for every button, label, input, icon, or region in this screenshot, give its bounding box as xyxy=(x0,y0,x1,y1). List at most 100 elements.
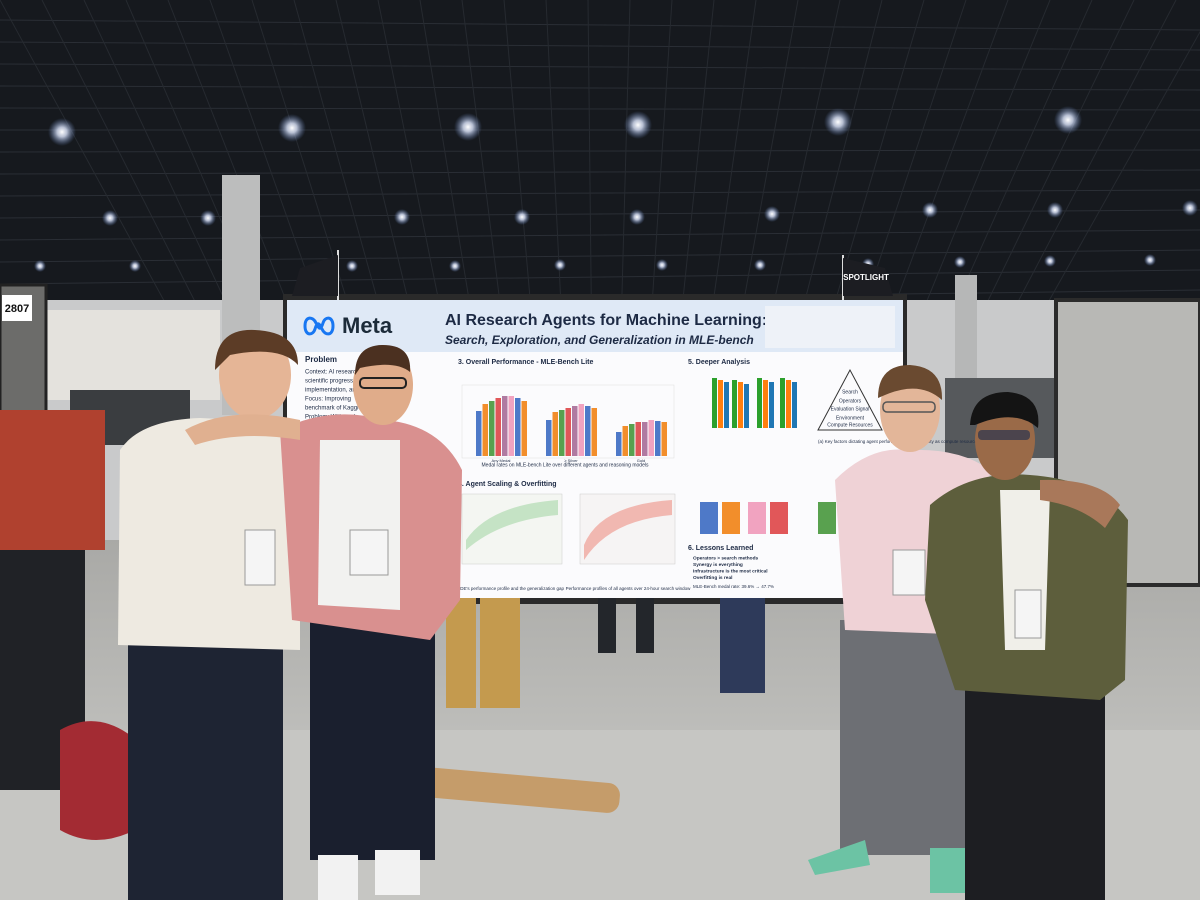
ceiling-beam xyxy=(0,19,1200,31)
ceiling-light xyxy=(449,260,461,272)
ceiling xyxy=(0,0,1200,330)
bar-picture xyxy=(763,380,768,428)
section-heading: Problem xyxy=(305,355,337,364)
section-heading: 3. Overall Performance - MLE-Bench Lite xyxy=(458,359,593,366)
ceiling-beam xyxy=(708,0,757,331)
pyramid xyxy=(817,368,883,431)
ceiling-beam xyxy=(973,0,1135,331)
group-label: ≥ Silver xyxy=(564,458,578,463)
ceiling-beam xyxy=(767,0,841,331)
visitor-legs xyxy=(720,598,765,693)
ceiling-beam xyxy=(796,0,883,331)
ceiling-light xyxy=(554,259,566,271)
booth-number: 2807 xyxy=(5,303,29,315)
bar-picture xyxy=(508,396,514,456)
ceiling-beam xyxy=(545,0,563,331)
shoe xyxy=(375,850,420,895)
glasses xyxy=(882,401,936,413)
ceiling-beam xyxy=(914,0,1051,331)
ceiling-beam xyxy=(41,0,210,331)
ceiling-beam xyxy=(83,0,240,331)
bar-picture xyxy=(770,502,788,534)
poster-title: AI Research Agents for Machine Learning: xyxy=(445,312,767,329)
glasses xyxy=(978,430,1030,440)
bar-picture xyxy=(757,378,762,428)
ceiling-light xyxy=(824,108,852,136)
analysis-chart-picture xyxy=(712,378,797,428)
bar-picture xyxy=(629,424,635,456)
poster-logo: Meta xyxy=(342,313,393,338)
bar-picture xyxy=(655,421,661,456)
ceiling-beam xyxy=(377,0,446,331)
ceiling-light xyxy=(629,209,645,225)
badge xyxy=(244,529,276,586)
bar-picture xyxy=(521,401,527,456)
section-heading: 4. Agent Scaling & Overfitting xyxy=(458,481,557,488)
ceiling-beam xyxy=(335,0,416,331)
badge xyxy=(1014,589,1042,639)
bar-picture xyxy=(591,408,597,456)
ceiling-beam xyxy=(649,0,673,331)
ceiling-beam xyxy=(461,0,504,331)
ceiling-beam xyxy=(679,0,715,331)
ceiling-light xyxy=(34,260,46,272)
pyramid-labels: Search Operators Evaluation Signal Environm… xyxy=(827,389,873,428)
ceiling-light xyxy=(1047,202,1063,218)
shirt xyxy=(118,418,300,650)
trousers xyxy=(310,600,435,860)
performance-chart-picture: Any Medal ≥ Silver Gold xyxy=(461,384,675,463)
author-block xyxy=(765,306,895,348)
booth-sign xyxy=(2,295,32,321)
ceiling-light xyxy=(278,114,306,142)
visitor-legs xyxy=(598,598,616,653)
bar-picture xyxy=(700,502,718,534)
hair xyxy=(215,329,298,370)
pyramid-label: Compute Resources xyxy=(827,422,873,428)
problem-line: scientific progress xyxy=(305,379,353,385)
ceiling-beam xyxy=(0,189,1200,197)
visitor-legs xyxy=(636,598,654,653)
hair xyxy=(878,365,943,400)
figure-caption: Medal rates on MLE-bench Lite over diffe… xyxy=(482,462,649,468)
person xyxy=(118,329,300,900)
visitor-legs xyxy=(446,598,476,708)
ceiling-light xyxy=(514,209,530,225)
ceiling-light xyxy=(764,206,780,222)
bar-picture xyxy=(648,420,654,456)
bar-picture xyxy=(732,380,737,428)
bar-picture xyxy=(578,404,584,456)
bar-picture xyxy=(635,422,641,456)
pillar xyxy=(955,275,977,385)
ceiling-beam xyxy=(293,0,387,331)
bar-picture xyxy=(622,426,628,456)
badge xyxy=(892,549,926,596)
ceiling-light xyxy=(454,113,482,141)
ceiling-beam xyxy=(885,0,1009,331)
lessons-result: MLE-Bench medal rate: 39.6% → 47.7% xyxy=(693,584,774,589)
ceiling-light xyxy=(954,256,966,268)
shoe xyxy=(318,855,358,900)
ceiling-beam xyxy=(0,107,1200,111)
figure-caption: Performance profiles of all agents over … xyxy=(566,586,692,591)
group-label: Any Medal xyxy=(492,458,511,463)
bar-picture xyxy=(661,422,667,456)
ceiling-beam xyxy=(0,229,1200,241)
problem-line: benchmark of Kaggle xyxy=(305,406,362,412)
tshirt xyxy=(318,440,400,610)
meta-logo-mark xyxy=(303,316,335,336)
poster-subtitle: Search, Exploration, and Generalization … xyxy=(445,333,754,347)
ceiling-beam xyxy=(0,249,1200,263)
person xyxy=(185,345,462,900)
bar-picture xyxy=(769,382,774,428)
chart-frame xyxy=(461,384,675,459)
bar-picture xyxy=(552,412,558,456)
ceiling-light xyxy=(1182,200,1198,216)
bar-picture xyxy=(712,378,717,428)
bar-picture xyxy=(565,408,571,456)
visitor-legs xyxy=(480,598,520,708)
ceiling-light xyxy=(346,260,358,272)
lesson-item: Infrastructure is the most critical xyxy=(693,568,768,574)
ceiling-beam xyxy=(738,0,799,331)
